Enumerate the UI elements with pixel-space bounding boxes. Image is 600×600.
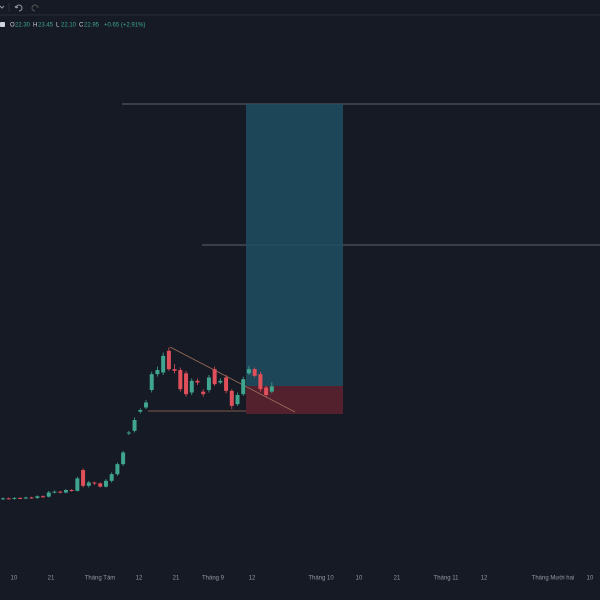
candle-body <box>206 377 211 390</box>
candle-body <box>58 491 63 493</box>
trend-line <box>169 346 296 413</box>
candle-body <box>246 369 251 374</box>
candle-body <box>144 402 148 408</box>
candle-body <box>201 391 206 395</box>
candle-body <box>92 482 97 484</box>
x-tick-label: Tháng Tám <box>85 576 116 582</box>
redo-icon[interactable] <box>31 4 39 12</box>
x-tick-label: 10 <box>356 576 363 582</box>
candle-body <box>6 498 11 500</box>
x-tick-label: Tháng 10 <box>308 576 334 582</box>
x-tick-label: 12 <box>481 576 488 582</box>
candle-body <box>166 350 171 370</box>
candle-body <box>12 497 17 499</box>
candle-body <box>172 369 177 371</box>
candle-body <box>264 387 269 395</box>
toolbar <box>0 0 600 15</box>
legend-change: +0.65 (+2.91%) <box>104 23 145 29</box>
undo-icon[interactable] <box>14 4 23 12</box>
candle-body <box>189 380 194 393</box>
candle-body <box>75 478 80 491</box>
x-tick-label: Tháng 9 <box>202 576 225 582</box>
candles <box>1 347 274 500</box>
candle-body <box>178 370 183 390</box>
profit-zone <box>246 104 343 386</box>
legend-value: 22.30 <box>15 23 31 29</box>
candle-body <box>1 498 5 500</box>
candle-body <box>269 386 274 392</box>
legend-label: H <box>33 23 37 29</box>
candle-body <box>138 410 143 412</box>
x-tick-label: Tháng Mười hai <box>532 576 575 582</box>
candle-body <box>155 370 160 375</box>
candle-body <box>52 491 57 493</box>
menu-icon[interactable] <box>0 5 5 9</box>
x-axis: 10 21 Tháng Tám 12 21 Tháng 9 12 Tháng 10 10 21 Th… <box>11 576 594 582</box>
candle-body <box>229 390 234 406</box>
candle-body <box>29 497 34 499</box>
ohlc-legend: O 22.30 H 23.45 L 22.10 C 22.95 +0.65 (+2.91%) <box>10 23 145 29</box>
candle-body <box>46 492 51 497</box>
x-tick-label: Tháng 11 <box>434 576 460 582</box>
candle-body <box>121 452 126 465</box>
x-tick-label: 21 <box>394 576 401 582</box>
x-tick-label: 12 <box>136 576 143 582</box>
candle-body <box>18 497 23 499</box>
candle-body <box>252 369 257 376</box>
legend-value: 22.10 <box>61 23 77 29</box>
candle-body <box>218 380 223 383</box>
legend-value: 23.45 <box>38 23 54 29</box>
candle-body <box>23 497 28 499</box>
candle-body <box>224 377 229 391</box>
candle-body <box>115 464 120 475</box>
legend-value: 22.95 <box>84 23 100 29</box>
legend-label: L <box>56 23 60 29</box>
candle-body <box>132 420 137 431</box>
x-tick-label: 10 <box>587 576 594 582</box>
loss-zone <box>246 386 343 414</box>
legend-label: C <box>79 23 84 29</box>
candle-body <box>184 373 189 395</box>
candle-body <box>149 374 154 390</box>
candle-body <box>241 379 246 395</box>
candle-body <box>126 432 131 434</box>
candle-body <box>212 369 217 385</box>
x-tick-label: 21 <box>173 576 180 582</box>
candle-body <box>161 355 166 373</box>
candle-body <box>258 374 263 390</box>
candle-body <box>35 496 40 498</box>
legend-label: O <box>10 23 15 29</box>
x-tick-label: 12 <box>249 576 256 582</box>
x-tick-label: 21 <box>48 576 55 582</box>
candle-body <box>195 380 200 383</box>
candle-body <box>109 474 114 481</box>
candle-body <box>81 470 86 486</box>
x-tick-label: 10 <box>11 576 18 582</box>
candle-body <box>98 483 103 487</box>
candle-body <box>41 496 46 498</box>
candle-body <box>69 490 74 491</box>
candle-body <box>86 482 91 486</box>
candle-body <box>103 480 108 487</box>
symbol-icon <box>0 22 5 27</box>
candle-body <box>63 490 68 493</box>
candle-body <box>235 395 240 405</box>
